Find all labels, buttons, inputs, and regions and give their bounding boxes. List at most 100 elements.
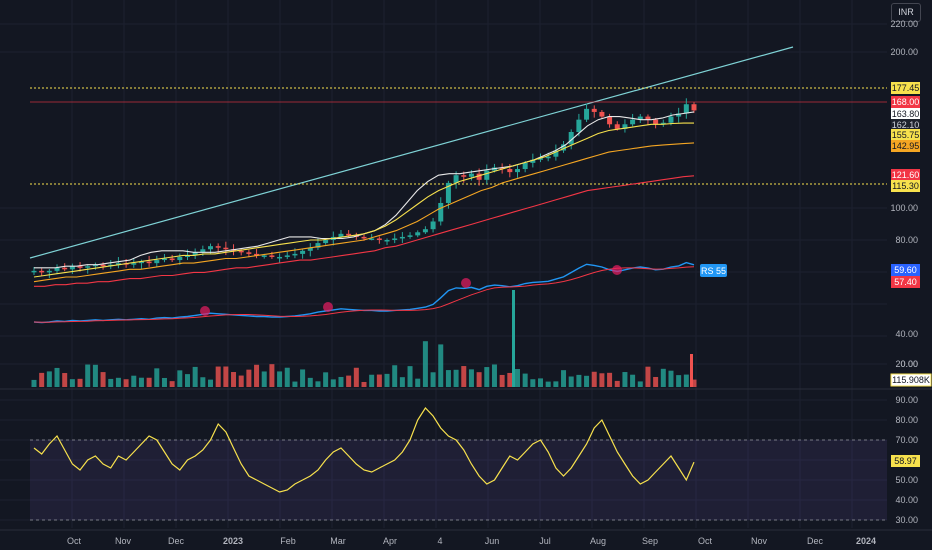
price-badge-box: [891, 169, 920, 181]
candle-body: [484, 170, 490, 180]
volume-bar: [307, 377, 313, 387]
candle-body: [568, 132, 574, 145]
horizontal-levels[interactable]: [30, 87, 887, 185]
volume-bar: [545, 381, 551, 387]
time-tick-label: Nov: [115, 536, 132, 546]
currency-label[interactable]: INR: [891, 3, 921, 22]
rs-label: RS 55: [701, 266, 726, 276]
rs-new-high-marker: [323, 302, 333, 312]
candle-body: [177, 256, 183, 261]
rsi-tick-label: 90.00: [895, 395, 918, 405]
volume-bar: [77, 378, 83, 387]
rs-badge: 57.40: [894, 277, 917, 287]
volume-bar: [683, 374, 689, 387]
price-tick-label: 80.00: [895, 235, 918, 245]
rsi-badge-box: [891, 455, 920, 467]
volume-bar: [100, 372, 106, 387]
candle-body: [315, 243, 321, 248]
candle-body: [146, 261, 152, 264]
candle-body: [415, 232, 421, 236]
time-tick-label: Nov: [751, 536, 768, 546]
price-badge-box: [891, 119, 920, 131]
candle-body: [338, 233, 344, 237]
volume-bar: [277, 371, 283, 387]
price-badge: 162.10: [892, 120, 920, 130]
volume-bar: [169, 381, 175, 387]
volume-bar: [261, 371, 267, 387]
volume-bar: [292, 381, 298, 387]
candle-body: [277, 256, 283, 259]
candle-body: [430, 221, 436, 230]
candle-body: [438, 202, 444, 222]
candle-body: [77, 266, 83, 268]
candle-body: [607, 116, 613, 125]
volume-bar: [468, 369, 474, 387]
candle-body: [115, 263, 121, 265]
candle-body: [169, 258, 175, 261]
volume-bar: [392, 365, 398, 387]
candle-body: [576, 119, 582, 132]
volume-bar: [461, 366, 467, 387]
volume-bar: [338, 376, 344, 387]
volume-bar: [177, 370, 183, 387]
rsi-band-fill: [30, 440, 887, 520]
candle-body: [468, 173, 474, 177]
candle-body: [630, 119, 636, 125]
candle-body: [384, 240, 390, 242]
price-tick-label: 0.00: [900, 359, 918, 369]
candle-body: [407, 235, 413, 237]
candle-body: [553, 150, 559, 157]
candle-body: [599, 111, 605, 117]
candle-body: [499, 167, 505, 170]
candle-body: [254, 253, 260, 256]
rs-badge: 59.60: [894, 265, 917, 275]
candle-body: [223, 247, 229, 250]
time-tick-label: Aug: [590, 536, 606, 546]
rsi-tick-label: 80.00: [895, 415, 918, 425]
candle-body: [376, 238, 382, 240]
volume-bar: [361, 381, 367, 387]
volume-bar: [653, 376, 659, 387]
volume-bar: [238, 375, 244, 387]
candle-body: [69, 266, 75, 270]
volume-bar: [146, 377, 152, 387]
volume-bar: [215, 366, 221, 387]
candle-body: [637, 116, 643, 120]
candle-body: [184, 255, 190, 257]
time-tick-label: 2023: [223, 536, 243, 546]
candle-body: [584, 108, 590, 120]
price-badge: 168.00: [892, 97, 920, 107]
volume-bar: [607, 372, 613, 387]
trend-channel-line[interactable]: [29, 46, 794, 259]
volume-bar: [514, 369, 520, 387]
time-tick-label: Oct: [698, 536, 713, 546]
candle-body: [200, 249, 206, 253]
time-tick-label: Jun: [485, 536, 500, 546]
candle-body: [476, 173, 482, 180]
volume-bar: [622, 372, 628, 387]
candle-body: [284, 255, 290, 257]
volume-bar: [538, 378, 544, 387]
candle-body: [361, 236, 367, 239]
candle-body: [307, 247, 313, 251]
volume-bar: [637, 381, 643, 387]
volume-bar: [668, 370, 674, 387]
volume-bar: [46, 371, 52, 387]
candle-body: [92, 264, 98, 267]
volume-bar: [353, 367, 359, 387]
rsi-line: [33, 407, 695, 493]
candle-body: [300, 250, 306, 254]
moving-average-line: [34, 175, 695, 287]
rsi-tick-label: 50.00: [895, 475, 918, 485]
price-tick-label: 100.00: [890, 203, 918, 213]
rs-ma-line: [33, 266, 695, 323]
rsi-badge: 58.97: [894, 456, 917, 466]
volume-bar: [422, 341, 428, 387]
volume-bar: [676, 375, 682, 387]
candle-body: [39, 270, 45, 273]
volume-badge: 115.908K: [892, 375, 930, 385]
candle-body: [538, 158, 544, 160]
volume-badge-box: [890, 373, 932, 387]
